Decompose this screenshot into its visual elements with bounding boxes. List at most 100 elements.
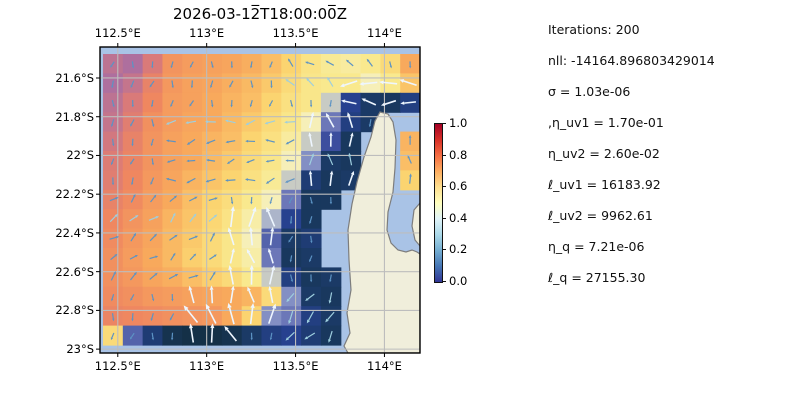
quiver-arrowhead xyxy=(186,180,190,184)
quiver-arrow xyxy=(343,80,358,86)
quiver-arrow xyxy=(129,255,136,260)
quiver-arrow xyxy=(384,99,397,106)
quiver-arrow xyxy=(347,61,354,67)
quiver-arrow xyxy=(307,293,315,300)
xtick-label-top: 113°E xyxy=(189,26,225,40)
quiver-arrow xyxy=(248,158,255,163)
quiver-arrow xyxy=(149,235,156,242)
xtick-label-top: 113.5°E xyxy=(272,26,319,40)
quiver-arrowhead xyxy=(305,297,309,301)
quiver-arrowhead xyxy=(289,221,293,225)
quiver-arrowhead xyxy=(329,201,333,205)
quiver-arrow xyxy=(150,80,155,86)
quiver-arrowhead xyxy=(288,58,291,62)
quiver-arrowhead xyxy=(329,104,332,108)
quiver-arrowhead xyxy=(224,326,229,331)
quiver-arrowhead xyxy=(110,337,114,341)
quiver-arrowhead xyxy=(188,285,193,291)
quiver-arrowhead xyxy=(227,302,232,309)
quiver-arrowhead xyxy=(230,201,234,205)
quiver-arrow xyxy=(229,210,234,228)
quiver-arrow xyxy=(210,61,214,67)
quiver-arrow xyxy=(306,332,316,339)
quiver-arrow xyxy=(111,80,114,86)
quiver-arrowhead xyxy=(193,253,197,257)
quiver-arrowhead xyxy=(150,143,153,147)
colorbar-tick-label: 0.0 xyxy=(449,274,468,288)
quiver-arrow xyxy=(130,196,135,203)
quiver-arrow xyxy=(208,139,216,144)
quiver-arrowhead xyxy=(151,162,154,166)
colorbar-tick-mark xyxy=(442,186,446,188)
quiver-arrowhead xyxy=(115,197,119,200)
quiver-arrowhead xyxy=(171,85,174,89)
quiver-arrowhead xyxy=(150,104,154,108)
quiver-arrowhead xyxy=(328,339,332,343)
quiver-arrowhead xyxy=(409,65,412,69)
quiver-arrowhead xyxy=(285,159,289,162)
quiver-arrowhead xyxy=(285,141,289,145)
quiver-arrowhead xyxy=(230,65,234,69)
quiver-arrowhead xyxy=(129,161,133,165)
quiver-arrow xyxy=(131,61,134,67)
quiver-arrow xyxy=(186,308,199,324)
quiver-arrowhead xyxy=(329,279,332,283)
quiver-arrowhead xyxy=(379,80,384,85)
quiver-arrow xyxy=(151,313,154,319)
quiver-arrow xyxy=(170,254,175,261)
quiver-arrowhead xyxy=(309,279,313,283)
quiver-arrowhead xyxy=(227,227,232,233)
quiver-arrowhead xyxy=(399,79,405,83)
quiver-arrow xyxy=(247,178,256,182)
quiver-arrowhead xyxy=(230,285,235,291)
colorbar-tick-label: 1.0 xyxy=(449,116,468,130)
quiver-arrowhead xyxy=(306,319,311,324)
quiver-arrowhead xyxy=(110,64,113,68)
quiver-arrow xyxy=(329,292,333,301)
quiver-arrowhead xyxy=(389,65,392,69)
quiver-arrowhead xyxy=(244,178,249,181)
quiver-arrow xyxy=(110,255,116,261)
quiver-arrowhead xyxy=(380,102,386,107)
quiver-arrowhead xyxy=(188,323,194,329)
quiver-arrowhead xyxy=(111,298,114,302)
quiver-arrow xyxy=(130,158,135,163)
quiver-arrow xyxy=(226,329,238,342)
quiver-arrowhead xyxy=(271,303,277,309)
quiver-arrowhead xyxy=(329,170,334,175)
quiver-arrowhead xyxy=(288,320,292,325)
quiver-arrowhead xyxy=(225,119,229,123)
quiver-arrow xyxy=(209,255,215,260)
quiver-arrowhead xyxy=(226,161,230,164)
quiver-arrowhead xyxy=(189,103,192,107)
quiver-arrowhead xyxy=(172,212,176,217)
quiver-arrowhead xyxy=(174,273,179,277)
quiver-arrow xyxy=(111,313,114,319)
quiver-arrow xyxy=(111,138,114,144)
quiver-arrowhead xyxy=(153,194,157,198)
quiver-arrow xyxy=(170,215,175,223)
colorbar-tick-label: 0.6 xyxy=(449,179,468,194)
quiver-arrowhead xyxy=(131,182,134,186)
quiver-arrow xyxy=(150,196,156,203)
quiver-arrow xyxy=(329,99,332,106)
quiver-arrow xyxy=(168,119,177,124)
quiver-arrowhead xyxy=(252,206,257,212)
quiver-arrow xyxy=(307,62,315,66)
quiver-arrowhead xyxy=(133,271,137,276)
quiver-arrowhead xyxy=(339,83,345,88)
quiver-arrow xyxy=(248,290,255,303)
quiver-arrowhead xyxy=(131,104,134,108)
quiver-arrow xyxy=(327,116,335,128)
quiver-arrowhead xyxy=(186,142,191,145)
quiver-arrowhead xyxy=(407,155,411,159)
quiver-arrowhead xyxy=(306,77,310,82)
plot-title: 2026-03-12̅T18:00:00̅Z xyxy=(173,5,347,23)
quiver-arrowhead xyxy=(154,272,158,276)
quiver-arrowhead xyxy=(130,123,133,127)
quiver-arrowhead xyxy=(225,178,229,182)
quiver-arrow xyxy=(367,60,373,67)
quiver-arrow xyxy=(169,196,176,203)
axes-frame xyxy=(99,46,421,354)
